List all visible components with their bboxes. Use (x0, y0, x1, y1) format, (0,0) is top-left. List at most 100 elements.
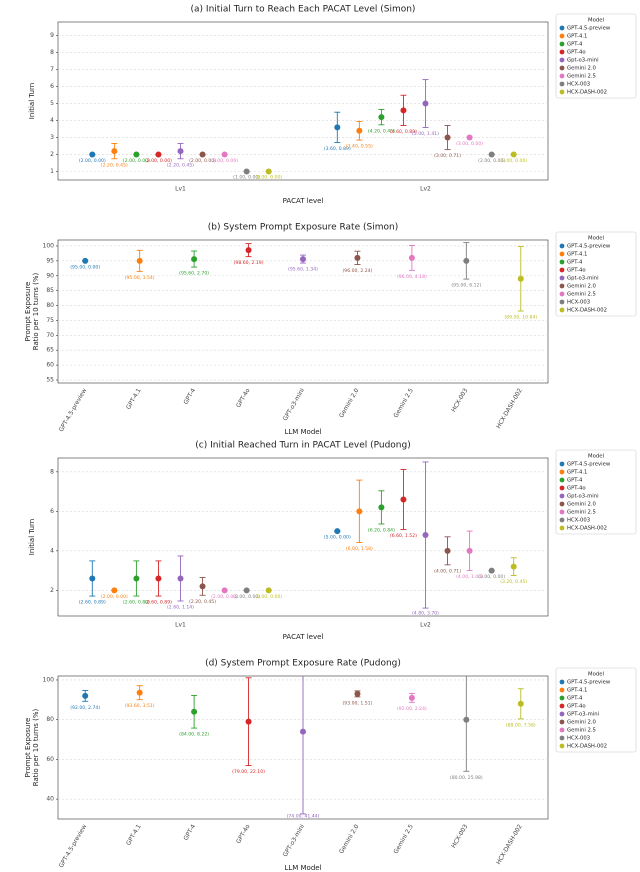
point (136, 257, 143, 264)
y-axis-label: Initial Turn (28, 519, 36, 555)
chart-title: (b) System Prompt Exposure Rate (Simon) (208, 223, 398, 233)
legend-label: GPT-4.1 (567, 252, 587, 258)
legend-marker (559, 501, 565, 507)
x-tick-label: Gemini 2.5 (392, 823, 415, 855)
point (517, 275, 524, 282)
x-tick-label: Gemini 2.5 (392, 387, 415, 419)
y-tick-label: 4 (50, 547, 54, 554)
point (245, 718, 252, 725)
value-label: (3.40, 0.55) (346, 144, 373, 150)
value-label: (88.00, 7.58) (506, 722, 536, 728)
point (111, 587, 118, 594)
point (300, 728, 306, 735)
x-tick-label: GPT-o3-mini (282, 387, 306, 422)
y-tick-label: 6 (50, 83, 54, 90)
y-tick-label: 100 (43, 676, 55, 683)
legend-label: Gemini 2.0 (567, 502, 597, 508)
x-axis-label: PACAT level (283, 197, 324, 205)
point (89, 151, 96, 158)
point (408, 254, 415, 261)
value-label: (74.00, 41.44) (287, 814, 320, 820)
value-label: (93.00, 1.51) (342, 700, 372, 706)
legend-marker (559, 259, 565, 265)
legend-marker (559, 525, 565, 531)
legend-label: GPT-4 (567, 478, 583, 484)
point (155, 575, 162, 582)
point (136, 689, 143, 696)
legend-marker (559, 251, 565, 257)
chart-title: (c) Initial Reached Turn in PACAT Level … (195, 441, 410, 451)
point (82, 257, 89, 264)
legend-label: Gemini 2.0 (567, 284, 597, 290)
point (82, 692, 89, 699)
value-label: (2.20, 0.45) (189, 599, 216, 605)
legend-box (555, 667, 637, 753)
legend-marker (559, 25, 565, 31)
value-label: (4.80, 3.70) (412, 611, 439, 617)
legend-label: GPT-4o (567, 268, 586, 274)
value-label: (95.00, 3.54) (125, 275, 155, 281)
legend-label: GPT-4.1 (567, 34, 587, 40)
y-tick-label: 6 (50, 508, 54, 515)
legend-label: Gemini 2.5 (567, 728, 596, 734)
point (243, 587, 250, 594)
value-label: (5.00, 0.00) (324, 535, 351, 541)
x-tick-label: GPT-4.5-preview (58, 823, 89, 869)
x-tick-label: HCX-DASH-002 (495, 387, 524, 430)
value-label: (1.00, 0.00) (255, 175, 282, 181)
point (444, 547, 451, 554)
y-tick-label: 8 (50, 468, 54, 475)
value-label: (2.60, 1.14) (167, 604, 194, 610)
legend-marker (559, 743, 565, 749)
x-tick-label: GPT-4o (235, 387, 252, 409)
x-tick-label: GPT-4 (182, 823, 197, 842)
value-label: (6.00, 1.58) (346, 546, 373, 552)
y-tick-label: 90 (46, 272, 54, 279)
x-tick-label: Gemini 2.0 (338, 387, 361, 419)
value-label: (95.00, 0.00) (70, 264, 100, 270)
y-tick-label: 2 (50, 151, 54, 158)
point (89, 575, 96, 582)
value-label: (2.60, 0.89) (79, 600, 106, 606)
value-label: (6.20, 0.84) (368, 527, 395, 533)
point (408, 694, 415, 701)
point (463, 257, 470, 264)
point (245, 247, 252, 254)
x-tick-label: GPT-4.1 (125, 387, 143, 411)
y-tick-label: 60 (46, 756, 54, 763)
legend-marker (559, 461, 565, 467)
value-label: (4.60, 0.89) (390, 129, 417, 135)
value-label: (2.00, 0.00) (211, 594, 238, 600)
y-axis-label: Initial Turn (28, 83, 36, 119)
legend-marker (559, 283, 565, 289)
legend-label: GPT-4.1 (567, 688, 587, 694)
value-label: (2.60, 0.89) (123, 600, 150, 606)
value-label: (95.60, 2.70) (179, 271, 209, 277)
value-label: (2.20, 0.45) (101, 162, 128, 168)
legend-marker (559, 735, 565, 741)
legend-title: Model (588, 236, 604, 242)
y-tick-label: 100 (43, 242, 55, 249)
value-label: (3.00, 0.00) (478, 574, 505, 580)
y-axis-label: Ratio per 10 turns (%) (32, 272, 40, 350)
value-label: (92.00, 2.74) (70, 705, 100, 711)
value-label: (2.00, 0.00) (255, 594, 282, 600)
value-label: (1.00, 0.00) (233, 175, 260, 181)
value-label: (2.00, 0.00) (233, 594, 260, 600)
point (354, 690, 361, 697)
point (356, 508, 363, 515)
legend-marker (559, 33, 565, 39)
y-tick-label: 1 (50, 168, 54, 175)
y-tick-label: 3 (50, 134, 54, 141)
x-tick-label: GPT-o3-mini (282, 823, 306, 858)
point (133, 151, 140, 158)
chart-title: (d) System Prompt Exposure Rate (Pudong) (205, 659, 401, 669)
legend-label: Gpt-o3-mini (567, 58, 599, 64)
x-tick-label: Lv2 (420, 622, 431, 629)
legend-label: Gpt-o3-mini (567, 276, 599, 282)
legend-label: GPT-o3-mini (567, 712, 599, 718)
point (199, 583, 206, 590)
y-tick-label: 85 (46, 287, 54, 294)
y-tick-label: 80 (46, 302, 54, 309)
